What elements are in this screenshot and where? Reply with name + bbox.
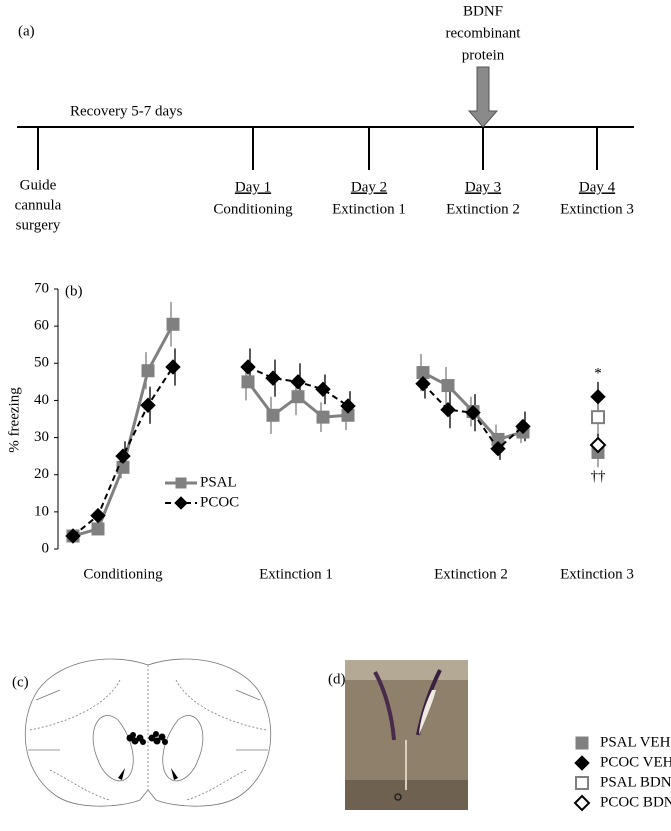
- marker: [266, 408, 280, 422]
- marker: [90, 507, 106, 524]
- marker: [91, 522, 105, 536]
- marker: [175, 477, 187, 489]
- marker: [575, 776, 589, 790]
- marker: [440, 402, 456, 418]
- cannula-placements: [118, 731, 178, 780]
- marker: [174, 496, 188, 510]
- marker: [315, 381, 331, 397]
- day-label: Day 1: [235, 179, 271, 195]
- y-tick-label: 30: [34, 429, 49, 445]
- marker: [515, 418, 531, 435]
- marker: [240, 359, 256, 375]
- marker: [465, 404, 481, 421]
- legend-label: PCOC VEH: [600, 754, 671, 770]
- marker: [340, 398, 356, 414]
- y-tick-label: 70: [34, 280, 49, 296]
- group-label: Extinction 2: [434, 566, 508, 582]
- panel-label: (a): [18, 23, 35, 39]
- y-tick-label: 60: [34, 318, 49, 334]
- marker: [590, 389, 606, 405]
- marker: [316, 410, 330, 424]
- session-label: Extinction 3: [560, 201, 634, 217]
- significance-mark: ††: [591, 469, 607, 485]
- marker: [115, 448, 131, 464]
- marker: [290, 374, 306, 390]
- y-tick-label: 0: [42, 540, 50, 556]
- marker: [591, 410, 605, 425]
- y-axis-title: % freezing: [6, 387, 22, 453]
- day-label: Day 4: [579, 179, 616, 195]
- y-tick-label: 40: [34, 392, 49, 408]
- marker: [65, 528, 81, 544]
- marker: [441, 379, 455, 393]
- significance-mark: *: [594, 365, 602, 381]
- marker: [490, 441, 506, 457]
- panel-label: (c): [12, 674, 29, 690]
- legend-label: PCOC BDNF: [600, 794, 671, 810]
- marker: [141, 364, 155, 378]
- injection-arrow: [467, 66, 499, 128]
- arrow-label: BDNF: [463, 3, 503, 19]
- marker: [241, 375, 255, 389]
- marker: [575, 736, 589, 750]
- histology-image: [345, 660, 468, 810]
- day-label: Day 3: [465, 179, 501, 195]
- series-line: [72, 323, 175, 538]
- session-label: Extinction 2: [446, 201, 520, 217]
- session-label: Conditioning: [213, 201, 293, 217]
- event-label: cannula: [15, 197, 62, 213]
- day-label: Day 2: [351, 179, 387, 195]
- marker: [291, 390, 305, 404]
- marker: [573, 794, 591, 812]
- marker: [140, 397, 156, 413]
- legend-label: PCOC: [200, 494, 239, 510]
- marker: [574, 755, 590, 771]
- group-label: Extinction 1: [259, 566, 333, 582]
- panel-label: (b): [65, 283, 83, 299]
- group-label: Conditioning: [83, 566, 163, 582]
- y-tick-label: 10: [34, 503, 49, 519]
- group-label: Extinction 3: [560, 566, 634, 582]
- marker: [265, 370, 281, 386]
- recovery-label: Recovery 5-7 days: [70, 103, 183, 119]
- legend-label: PSAL: [200, 474, 237, 490]
- y-tick-label: 20: [34, 466, 49, 482]
- legend-label: PSAL BDNF: [600, 774, 671, 790]
- legend-label: PSAL VEH: [600, 734, 671, 750]
- panel-b: (b) % freezing 0 10 20 30 40 50 60 70 Conditioning…: [6, 280, 671, 812]
- series-line: [72, 366, 174, 537]
- event-label: Guide: [20, 177, 57, 193]
- brain-atlas: [24, 658, 272, 807]
- marker: [165, 359, 181, 375]
- marker: [166, 317, 180, 331]
- arrow-label: recombinant: [446, 25, 522, 41]
- event-label: surgery: [16, 217, 61, 233]
- session-label: Extinction 1: [332, 201, 406, 217]
- marker: [415, 376, 431, 392]
- y-tick-label: 50: [34, 355, 49, 371]
- panel-label: (d): [328, 671, 346, 687]
- panel-a: BDNF recombinant protein Guide cannula surger…: [15, 3, 634, 233]
- arrow-label: protein: [462, 47, 505, 63]
- marker: [589, 436, 607, 454]
